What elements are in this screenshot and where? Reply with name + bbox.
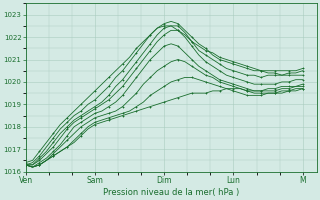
X-axis label: Pression niveau de la mer( hPa ): Pression niveau de la mer( hPa ) [103,188,239,197]
